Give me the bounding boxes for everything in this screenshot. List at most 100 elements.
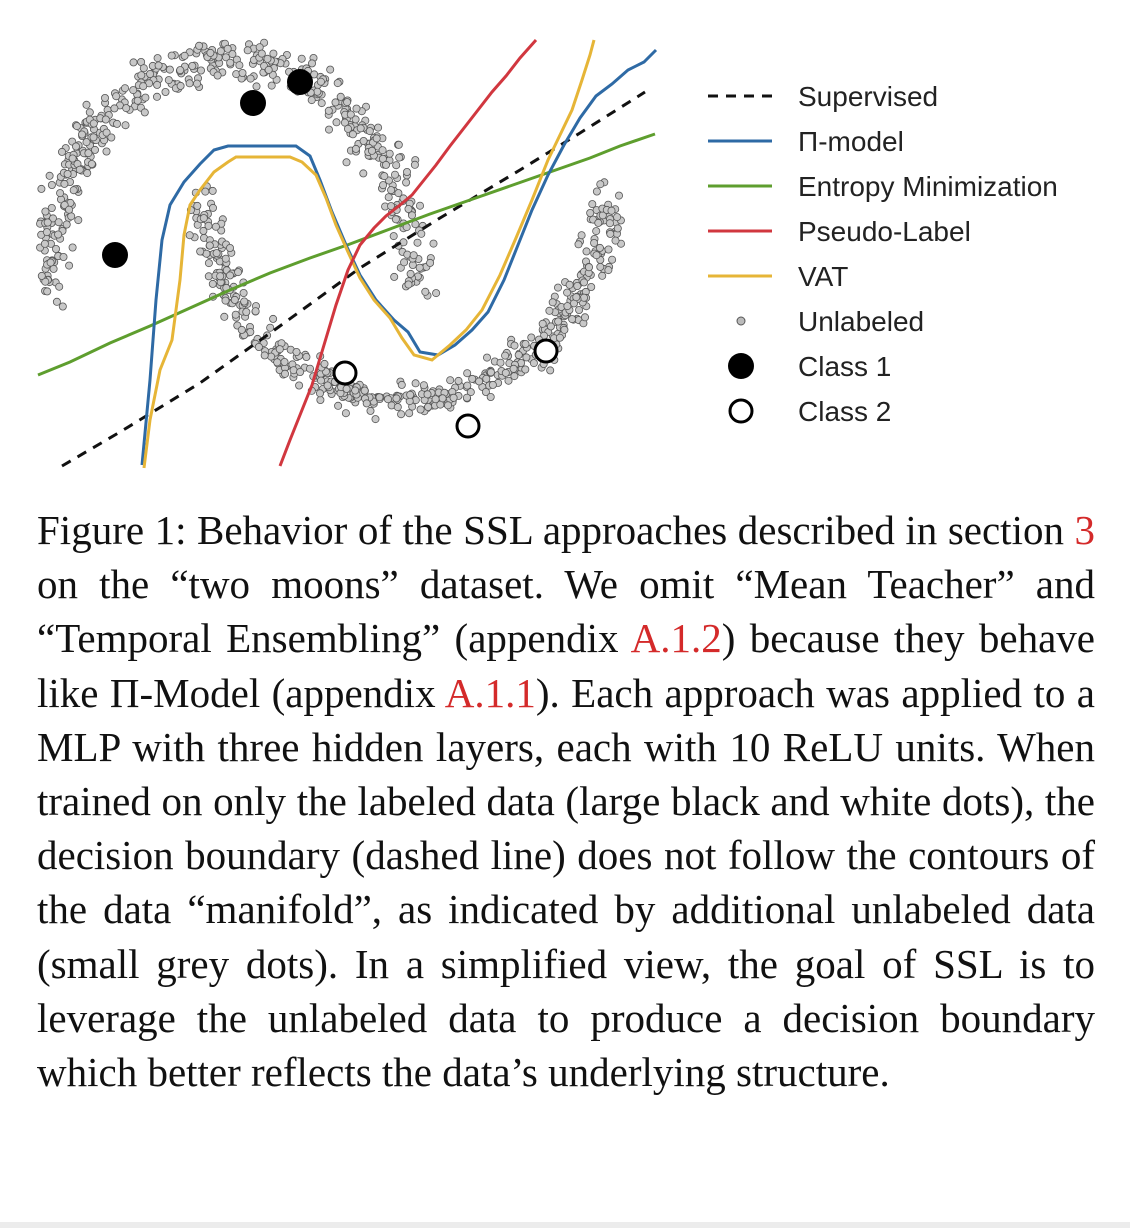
unlabeled-point [582,247,591,256]
unlabeled-point [305,364,314,373]
unlabeled-point [385,149,394,158]
unlabeled-point [402,167,411,176]
unlabeled-point [84,149,93,158]
unlabeled-point [231,310,240,319]
unlabeled-point [55,282,64,291]
unlabeled-point [296,367,305,376]
unlabeled-point [554,317,563,326]
appendix-a12-link[interactable]: A.1.2 [630,615,722,662]
unlabeled-point [604,266,613,275]
unlabeled-point [107,133,116,142]
unlabeled-point [122,104,131,113]
caption-text: on the “two moons” dataset. We omit “Mea… [37,561,1095,662]
unlabeled-point [192,79,201,88]
unlabeled-point [230,295,239,304]
unlabeled-point [486,368,495,377]
unlabeled-point [129,86,138,95]
unlabeled-point [374,123,383,132]
unlabeled-point [383,395,392,404]
unlabeled-point [67,212,76,221]
unlabeled-point [206,48,215,57]
unlabeled-point [226,58,235,67]
unlabeled-point [223,44,232,53]
unlabeled-point [411,379,420,388]
unlabeled-point [78,130,87,139]
unlabeled-point [323,381,332,390]
unlabeled-point [176,81,185,90]
unlabeled-point [463,381,472,390]
unlabeled-point [592,227,601,236]
unlabeled-point [607,206,616,215]
unlabeled-point [264,65,273,74]
unlabeled-point [101,115,110,124]
unlabeled-point [372,134,381,143]
unlabeled-point [384,193,393,202]
unlabeled-point [267,81,276,90]
unlabeled-point [216,272,225,281]
unlabeled-point [266,323,275,332]
unlabeled-point [59,252,68,261]
unlabeled-point [351,115,360,124]
unlabeled-point [588,200,597,209]
unlabeled-point [89,133,98,142]
unlabeled-point [252,82,261,91]
unlabeled-point [154,61,163,70]
unlabeled-point [334,401,343,410]
unlabeled-point [346,110,355,119]
unlabeled-point [573,281,582,290]
legend-label-unlabeled: Unlabeled [798,306,924,337]
unlabeled-point [129,58,138,67]
unlabeled-point [449,393,458,402]
unlabeled-point [246,74,255,83]
unlabeled-point [196,66,205,75]
unlabeled-point [596,180,605,189]
unlabeled-point [446,376,455,385]
unlabeled-point [332,118,341,127]
unlabeled-point [280,369,289,378]
section-ref-link[interactable]: 3 [1074,507,1096,553]
unlabeled-point [54,218,63,227]
unlabeled-point [407,211,416,220]
unlabeled-point [289,366,298,375]
unlabeled-point [307,59,316,68]
unlabeled-point [586,208,595,217]
caption-text: ) because they behave like Π-Model (appe… [37,615,1095,716]
unlabeled-point [60,179,69,188]
unlabeled-point [260,351,269,360]
unlabeled-point [501,368,510,377]
unlabeled-point [42,228,51,237]
unlabeled-point [43,287,52,296]
unlabeled-point [417,229,426,238]
unlabeled-point [137,71,146,80]
unlabeled-point [421,287,430,296]
unlabeled-point [454,376,463,385]
unlabeled-point [510,341,519,350]
unlabeled-point [208,186,217,195]
unlabeled-point [568,315,577,324]
unlabeled-point [572,293,581,302]
unlabeled-point [359,169,368,178]
unlabeled-point [212,249,221,258]
unlabeled-point [68,243,77,252]
pi-model-boundary [140,48,658,466]
unlabeled-point [595,243,604,252]
legend-label-class-1: Class 1 [798,351,891,382]
unlabeled-point [468,374,477,383]
unlabeled-point [193,201,202,210]
unlabeled-point [409,251,418,260]
unlabeled-point [68,154,77,163]
unlabeled-point [62,220,71,229]
unlabeled-point [302,352,311,361]
unlabeled-point [188,62,197,71]
unlabeled-point [340,118,349,127]
unlabeled-point [58,302,67,311]
appendix-a11-link[interactable]: A.1.1 [444,669,536,716]
unlabeled-point [41,277,50,286]
unlabeled-point [380,172,389,181]
unlabeled-point [348,130,357,139]
unlabeled-point [596,262,605,271]
unlabeled-point [360,386,369,395]
legend-label-pi-model: Π-model [798,126,904,157]
unlabeled-point [389,232,398,241]
unlabeled-point [331,98,340,107]
